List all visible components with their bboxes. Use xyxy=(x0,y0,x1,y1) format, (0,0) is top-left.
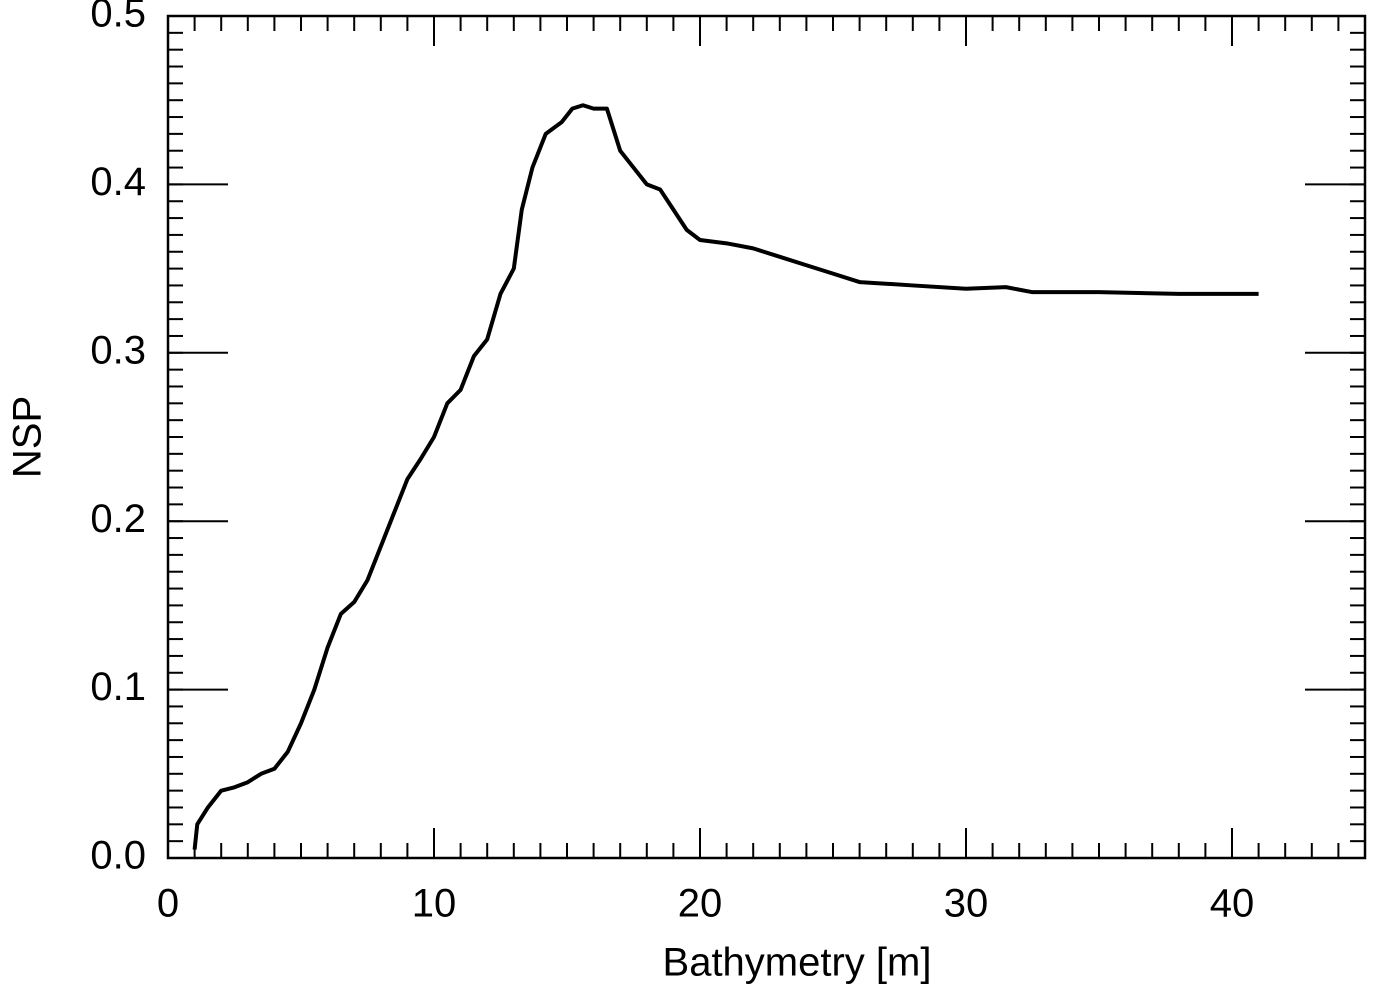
x-tick-label: 10 xyxy=(412,882,457,926)
plot-frame xyxy=(166,14,1367,860)
y-tick-label: 0.2 xyxy=(90,497,146,541)
x-tick-label: 20 xyxy=(678,882,723,926)
x-axis-label: Bathymetry [m] xyxy=(663,941,932,985)
x-tick-label: 40 xyxy=(1210,882,1255,926)
y-tick-label: 0.0 xyxy=(90,834,146,878)
y-tick-label: 0.3 xyxy=(90,328,146,372)
y-tick-label: 0.1 xyxy=(90,665,146,709)
data-line xyxy=(192,103,1259,850)
y-axis-label: NSP xyxy=(6,396,50,478)
x-tick-label: 0 xyxy=(157,882,179,926)
x-tick-label: 30 xyxy=(944,882,989,926)
y-tick-label: 0.4 xyxy=(90,160,146,204)
y-tick-label: 0.5 xyxy=(90,0,146,36)
